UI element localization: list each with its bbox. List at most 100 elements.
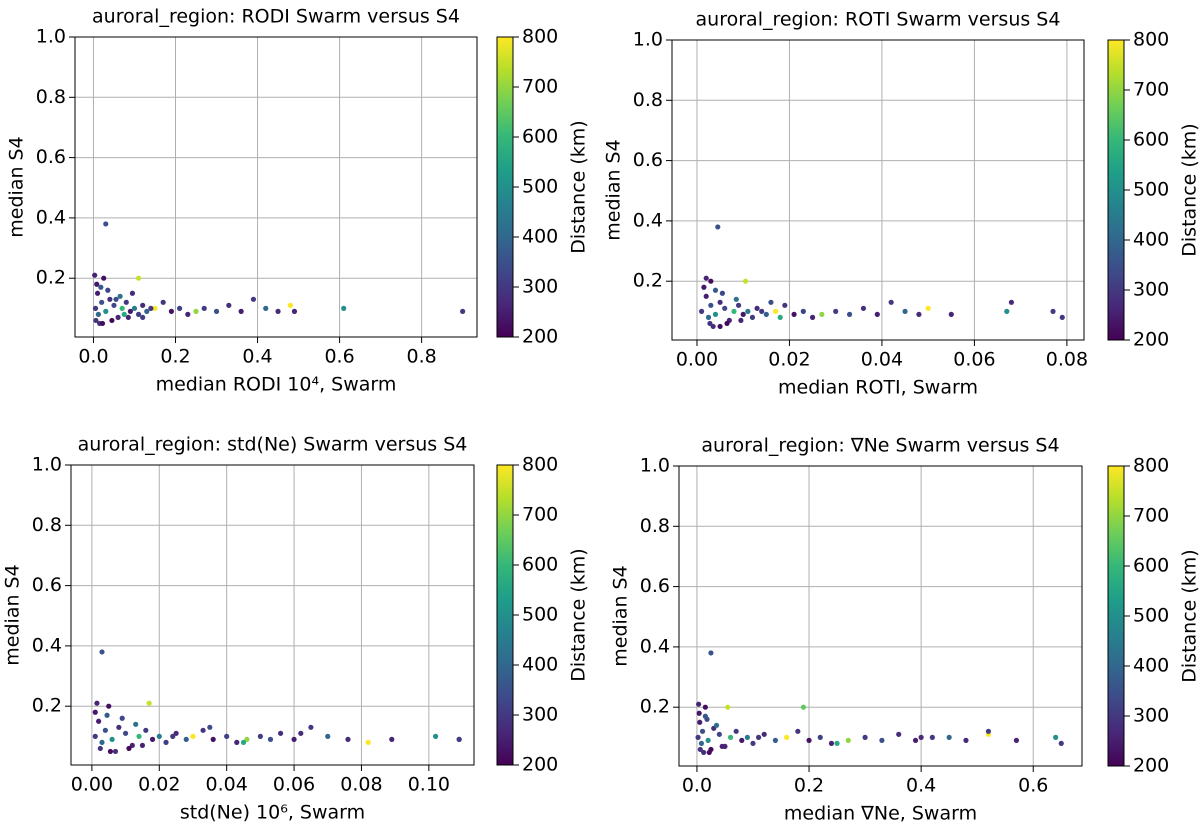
point <box>119 715 125 721</box>
point <box>103 221 109 227</box>
point <box>879 737 885 743</box>
point <box>456 736 462 742</box>
point <box>263 305 269 311</box>
colorbar-tick-label: 200 <box>522 326 558 348</box>
colorbar-tick-label: 800 <box>522 454 558 476</box>
axes-frame <box>671 39 1085 341</box>
colorbar <box>496 36 514 338</box>
y-tick-label: 0.8 <box>36 86 66 108</box>
subplot: auroral_region: ∇Ne Swarm versus S4 0.0 0.… <box>610 435 1201 825</box>
point <box>92 733 98 739</box>
point <box>146 700 152 706</box>
point <box>101 275 107 281</box>
point <box>791 311 797 317</box>
point <box>925 305 931 311</box>
y-tick-label: 0.2 <box>640 696 670 718</box>
point <box>111 302 117 308</box>
point <box>140 314 146 321</box>
point <box>95 311 101 317</box>
point <box>207 724 213 730</box>
point <box>109 736 115 742</box>
point <box>103 308 109 314</box>
point <box>772 308 779 314</box>
point <box>99 299 105 305</box>
point <box>121 311 127 317</box>
x-axis-label: median ROTI, Swarm <box>778 377 978 399</box>
point <box>94 700 100 706</box>
point <box>210 736 216 742</box>
colorbar-label: Distance (km) <box>1179 123 1201 256</box>
point <box>94 290 101 296</box>
point <box>125 314 131 321</box>
x-tick-label: 0.0 <box>78 346 108 368</box>
point <box>126 745 132 752</box>
point <box>948 311 954 317</box>
point <box>1004 308 1010 314</box>
colorbar-tick-label: 600 <box>1133 555 1169 577</box>
point <box>912 737 919 743</box>
colorbar <box>1107 39 1125 341</box>
colorbar-tick-label: 200 <box>522 754 558 776</box>
point <box>719 743 725 750</box>
point <box>277 730 284 736</box>
colorbar-tick-label: 300 <box>522 276 558 298</box>
point <box>834 740 840 746</box>
point <box>107 748 114 755</box>
point <box>291 736 297 742</box>
point <box>702 713 708 719</box>
colorbar-tick-label: 700 <box>522 76 558 98</box>
colorbar-tick-label: 200 <box>1133 755 1169 777</box>
x-tick-label: 0.10 <box>408 774 450 796</box>
point <box>267 736 274 742</box>
x-tick-label: 0.02 <box>768 349 810 371</box>
point <box>698 740 705 746</box>
colorbar-tick-label: 500 <box>522 604 558 626</box>
point <box>389 736 395 742</box>
y-axis-label: median S4 <box>6 136 28 237</box>
point <box>156 733 162 739</box>
colorbar-tick-label: 700 <box>522 504 558 526</box>
point <box>733 296 739 302</box>
x-tick-label: 0.6 <box>324 346 354 368</box>
point <box>1050 308 1056 314</box>
point <box>717 323 723 330</box>
point <box>123 299 129 305</box>
point <box>238 308 244 314</box>
point <box>1008 299 1015 305</box>
point <box>708 278 714 284</box>
point <box>139 742 146 749</box>
point <box>140 302 146 308</box>
point <box>696 710 702 716</box>
point <box>916 311 922 317</box>
point <box>777 314 783 320</box>
point <box>143 727 149 733</box>
point <box>112 748 119 755</box>
point <box>163 739 169 745</box>
axes-frame <box>70 464 475 766</box>
point <box>740 311 746 317</box>
x-tick-label: 0.8 <box>407 346 437 368</box>
point <box>122 730 129 736</box>
point <box>107 296 113 302</box>
point <box>190 733 196 739</box>
point <box>250 296 257 302</box>
point <box>99 649 105 655</box>
point <box>724 320 730 327</box>
point <box>117 293 123 299</box>
point <box>705 737 711 743</box>
point <box>833 308 839 314</box>
point <box>135 311 142 317</box>
point <box>712 311 719 317</box>
colorbar-tick-label: 800 <box>1133 455 1169 477</box>
x-tick-label: 0.02 <box>138 774 180 796</box>
chart-title: auroral_region: RODI Swarm versus S4 <box>92 6 460 28</box>
point <box>809 314 816 320</box>
y-tick-label: 0.4 <box>640 635 670 657</box>
point <box>749 314 756 320</box>
point <box>735 302 742 308</box>
point <box>127 308 133 314</box>
x-tick-label: 0.00 <box>676 349 718 371</box>
x-tick-label: 0.4 <box>906 775 936 797</box>
colorbar-tick-label: 300 <box>522 704 558 726</box>
